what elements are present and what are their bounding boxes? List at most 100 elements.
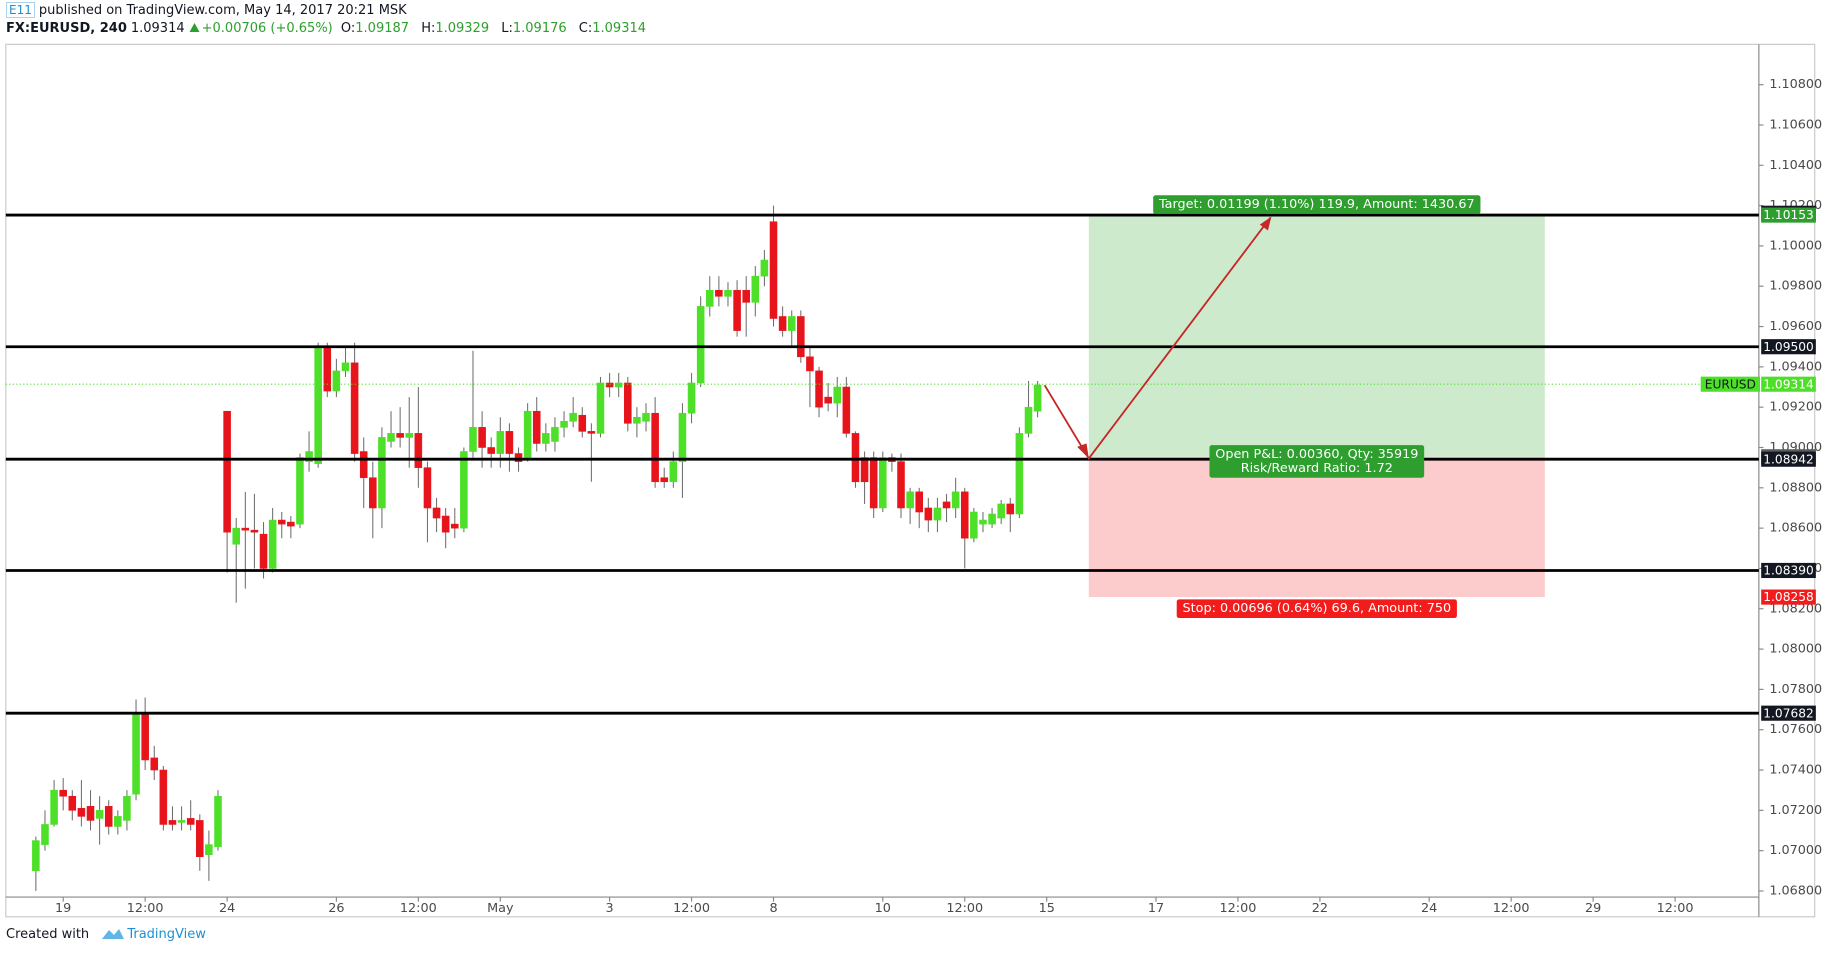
candle-body bbox=[496, 431, 505, 454]
x-tick-label: 12:00 bbox=[1493, 901, 1530, 916]
candle-body bbox=[669, 461, 678, 483]
candle-body bbox=[1006, 503, 1015, 515]
candle-body bbox=[869, 457, 878, 509]
x-tick-label: 29 bbox=[1585, 901, 1601, 916]
pnl-label-text: Open P&L: 0.00360, Qty: 35919 bbox=[1215, 447, 1418, 462]
x-tick-label: 10 bbox=[875, 901, 891, 916]
x-tick-label: May bbox=[487, 901, 514, 916]
candle-body bbox=[150, 757, 159, 771]
caption: published on TradingView.com, May 14, 20… bbox=[38, 3, 407, 18]
candle-body bbox=[970, 511, 978, 539]
y-tick-label: 1.06800 bbox=[1769, 883, 1822, 898]
candle-body bbox=[596, 382, 605, 434]
candle-body bbox=[806, 356, 814, 372]
candle-body bbox=[396, 433, 404, 438]
ohlc-label: C: bbox=[578, 21, 593, 36]
x-tick-label: 24 bbox=[1421, 901, 1437, 916]
candle-body bbox=[997, 503, 1005, 519]
candle-body bbox=[1015, 433, 1024, 515]
candle-body bbox=[223, 410, 231, 533]
ohlc-value: 1.09176 bbox=[512, 21, 567, 36]
x-tick-label: 3 bbox=[606, 901, 614, 916]
levels bbox=[5, 213, 1759, 715]
change: +0.00706 (+0.65%) bbox=[201, 21, 333, 36]
author[interactable]: E11 bbox=[6, 2, 35, 18]
candle-body bbox=[123, 795, 131, 821]
y-tick-label: 1.07800 bbox=[1769, 682, 1822, 697]
candle-body bbox=[378, 437, 386, 509]
ohlc-value: 1.09187 bbox=[355, 21, 410, 36]
price-label: 1.10153 bbox=[1763, 208, 1813, 222]
candle-body bbox=[578, 414, 587, 432]
candle-body bbox=[250, 529, 259, 533]
brand[interactable]: TradingView bbox=[127, 927, 206, 942]
candle-body bbox=[924, 507, 933, 521]
price-label-box bbox=[1761, 705, 1816, 721]
candle-body bbox=[177, 820, 186, 823]
candle-body bbox=[95, 810, 104, 819]
candle-body bbox=[168, 820, 177, 825]
candle-body bbox=[569, 412, 577, 422]
candle-body bbox=[951, 491, 960, 509]
pnl-label-box bbox=[1209, 445, 1425, 478]
axes: 1.06800 1.07000 1.07200 1.07400 1.07600 1.078… bbox=[55, 77, 1822, 916]
symbol-line: FX:EURUSD, 240 1.09314 +0.00706 (+0.65%) O… bbox=[6, 21, 654, 36]
price-label-box bbox=[1761, 376, 1816, 392]
pnl-label: Open P&L: 0.00360, Qty: 35919Risk/Reward… bbox=[1209, 445, 1425, 478]
y-tick-label: 1.08000 bbox=[1769, 642, 1822, 657]
x-tick-label: 12:00 bbox=[127, 901, 164, 916]
candle-body bbox=[787, 316, 796, 331]
candle-body bbox=[560, 421, 568, 428]
candle-body bbox=[450, 523, 459, 529]
candle-body bbox=[842, 386, 851, 434]
candle-body bbox=[860, 457, 869, 483]
y-tick-label: 1.07400 bbox=[1769, 763, 1822, 778]
candle-body bbox=[979, 519, 987, 525]
symbol-label: EURUSD bbox=[1705, 377, 1756, 391]
stop-label-text: Stop: 0.00696 (0.64%) 69.6, Amount: 750 bbox=[1183, 601, 1452, 616]
candle-body bbox=[760, 259, 769, 277]
y-tick-label: 1.08800 bbox=[1769, 480, 1822, 495]
target-label-box bbox=[1153, 195, 1481, 214]
candle-body bbox=[988, 513, 996, 525]
candle-body bbox=[132, 713, 140, 795]
candle-body bbox=[751, 275, 760, 303]
y-tick-label: 1.07000 bbox=[1769, 843, 1822, 858]
candle-body bbox=[423, 467, 432, 509]
price-label: 1.08258 bbox=[1763, 590, 1813, 604]
candle-body bbox=[432, 507, 441, 519]
candle-body bbox=[624, 382, 632, 424]
target-label: Target: 0.01199 (1.10%) 119.9, Amount: 1… bbox=[1153, 195, 1481, 214]
y-tick-label: 1.07600 bbox=[1769, 722, 1822, 737]
candle-body bbox=[277, 519, 286, 525]
price-label-box bbox=[1761, 562, 1816, 579]
symbol: FX:EURUSD, 240 bbox=[6, 21, 127, 36]
price-label: 1.08390 bbox=[1763, 564, 1813, 578]
x-tick-label: 12:00 bbox=[1657, 901, 1694, 916]
candle-body bbox=[906, 491, 914, 509]
candle-body bbox=[815, 370, 823, 408]
candle-body bbox=[405, 433, 414, 438]
pnl-label-text: Risk/Reward Ratio: 1.72 bbox=[1241, 461, 1393, 476]
candle-body bbox=[824, 396, 832, 404]
candle-body bbox=[715, 289, 723, 297]
price-label-box bbox=[1761, 207, 1816, 223]
y-tick-label: 1.09600 bbox=[1769, 319, 1822, 334]
candle-body bbox=[851, 433, 860, 483]
price-label: 1.09500 bbox=[1763, 340, 1813, 354]
candle-body bbox=[478, 427, 486, 448]
y-tick-label: 1.07200 bbox=[1769, 803, 1822, 818]
price-label: 1.07682 bbox=[1763, 706, 1813, 720]
ohlc-label: O: bbox=[340, 21, 356, 36]
stop-label-box bbox=[1176, 599, 1457, 619]
y-tick-label: 1.09800 bbox=[1769, 279, 1822, 294]
candle-body bbox=[769, 221, 778, 319]
candle-body bbox=[41, 824, 49, 845]
candle-body bbox=[314, 346, 322, 464]
candle-body bbox=[642, 412, 650, 422]
price-label: 1.09314 bbox=[1763, 377, 1814, 391]
projection-arrow bbox=[1043, 216, 1272, 461]
candle-body bbox=[614, 382, 623, 388]
x-tick-label: 12:00 bbox=[400, 901, 437, 916]
